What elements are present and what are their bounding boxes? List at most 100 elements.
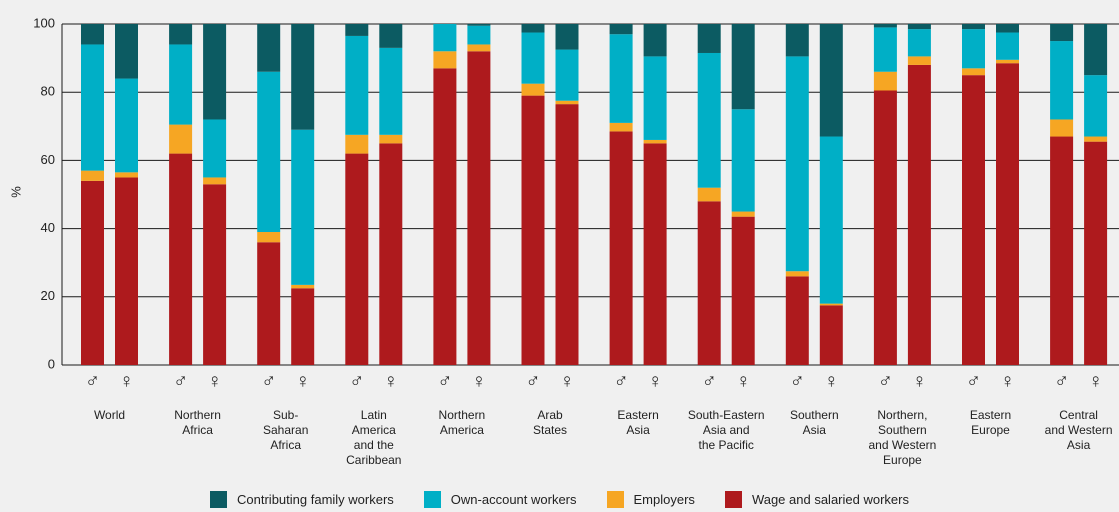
x-tick-label: ♀ — [912, 370, 927, 392]
bar-segment — [785, 271, 809, 277]
bar-segment — [907, 56, 931, 65]
bar-segment — [1050, 119, 1074, 137]
bar-segment — [907, 24, 931, 30]
x-tick-label: ♂ — [790, 370, 805, 392]
bar-segment — [555, 104, 579, 365]
x-tick-label: ♂ — [261, 370, 276, 392]
bar-segment — [785, 276, 809, 365]
x-tick-label: ♂ — [349, 370, 364, 392]
bar-segment — [521, 95, 545, 366]
bar-segment — [291, 129, 315, 285]
bar-segment — [467, 25, 491, 45]
bar-segment — [467, 51, 491, 365]
group-label: Eastern Asia — [617, 408, 659, 437]
bar-segment — [609, 34, 633, 123]
legend-swatch — [606, 491, 624, 508]
bar-segment — [115, 172, 138, 178]
bar-segment — [467, 44, 491, 52]
x-tick-label: ♀ — [736, 370, 751, 392]
group-label: Sub- Saharan Africa — [263, 408, 309, 452]
bar-segment — [643, 139, 667, 144]
bar-segment — [169, 24, 193, 45]
bar-segment — [345, 153, 369, 365]
bar-segment — [257, 232, 281, 243]
x-tick-label: ♀ — [1000, 370, 1015, 392]
legend-label: Contributing family workers — [237, 492, 394, 507]
bar-segment — [467, 24, 491, 26]
bar-segment — [873, 24, 897, 28]
x-tick-label: ♂ — [173, 370, 188, 392]
bar-segment — [785, 56, 809, 272]
bar-segment — [1084, 136, 1108, 142]
bar-segment — [169, 44, 193, 125]
bar-segment — [291, 288, 315, 365]
bar-segment — [345, 24, 369, 36]
bar-segment — [257, 71, 281, 233]
x-tick-label: ♀ — [648, 370, 663, 392]
bar-segment — [609, 24, 633, 35]
y-tick-label: 60 — [41, 152, 55, 167]
bar-segment — [203, 24, 227, 120]
bar-segment — [697, 201, 721, 365]
bar-segment — [291, 24, 315, 130]
bar-segment — [379, 143, 403, 365]
bar-segment — [962, 75, 985, 366]
legend-swatch — [423, 491, 441, 508]
legend-label: Own-account workers — [450, 492, 577, 507]
bar-segment — [257, 24, 281, 72]
bar-segment — [1084, 75, 1108, 137]
group-label: Northern Africa — [174, 408, 221, 437]
group-label: Eastern Europe — [969, 408, 1012, 437]
bar-segment — [873, 71, 897, 91]
bar-segment — [379, 134, 403, 144]
grid — [62, 23, 1119, 366]
legend-item: Contributing family workers — [210, 491, 394, 508]
bar-segment — [697, 24, 721, 53]
x-tick-label: ♀ — [560, 370, 575, 392]
bar-segment — [115, 24, 138, 79]
bar-segment — [81, 44, 104, 171]
group-label: Northern America — [438, 408, 486, 437]
bar-segment — [643, 24, 667, 57]
legend-label: Employers — [633, 492, 695, 507]
bar-segment — [521, 24, 545, 33]
bar-segment — [996, 32, 1019, 60]
x-tick-label: ♂ — [437, 370, 452, 392]
bar-segment — [291, 284, 315, 289]
bar-segment — [115, 177, 138, 365]
x-tick-label: ♂ — [702, 370, 717, 392]
y-tick-label: 40 — [41, 220, 55, 235]
group-label: Latin America and the Caribbean — [346, 408, 402, 467]
legend-swatch — [724, 491, 742, 508]
bar-segment — [1050, 41, 1074, 120]
bar-segment — [609, 131, 633, 365]
bar-segment — [996, 59, 1019, 64]
bar-segment — [731, 211, 755, 217]
bar-segment — [379, 47, 403, 135]
bar-segment — [873, 90, 897, 366]
x-tick-label: ♂ — [1054, 370, 1069, 392]
group-label: Central and Western Asia — [1044, 408, 1113, 452]
bar-segment — [433, 24, 457, 52]
bar-segment — [433, 51, 457, 69]
y-tick-label: 20 — [41, 288, 55, 303]
bar-segment — [555, 100, 579, 105]
y-tick-label: 80 — [41, 84, 55, 99]
bar-segment — [257, 242, 281, 365]
y-tick-label: 0 — [48, 356, 55, 371]
group-label: Arab States — [532, 408, 568, 437]
bar-segment — [697, 52, 721, 188]
bar-segment — [907, 29, 931, 57]
x-tick-label: ♂ — [966, 370, 981, 392]
x-tick-label: ♀ — [824, 370, 839, 392]
bar-segment — [203, 177, 227, 185]
bar-segment — [521, 32, 545, 84]
bar-segment — [203, 184, 227, 365]
legend-item: Employers — [606, 491, 695, 508]
bar-segment — [379, 24, 403, 48]
bar-segment — [785, 24, 809, 57]
y-axis-label: % — [8, 186, 23, 198]
bar-segment — [996, 24, 1019, 33]
bar-segment — [203, 119, 227, 178]
